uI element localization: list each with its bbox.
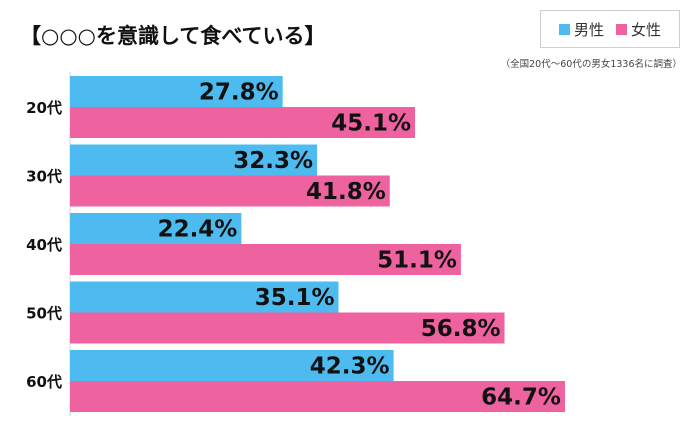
legend-swatch-male [558,23,570,35]
bar-male [70,76,283,107]
category-label: 60代 [26,373,62,391]
bar-male [70,213,242,244]
data-label-female: 51.1% [377,248,457,274]
category-label: 30代 [26,168,62,186]
data-label-male: 27.8% [199,80,279,106]
category-label: 50代 [26,305,62,323]
bar-female [70,107,416,138]
bar-male [70,144,318,176]
data-label-male: 42.3% [310,354,390,380]
category-label: 40代 [26,236,62,254]
data-label-male: 32.3% [233,148,313,174]
legend-item-female: 女性 [616,19,661,40]
data-label-female: 64.7% [481,385,561,411]
survey-note: （全国20代～60代の男女1336名に調査） [500,59,682,70]
legend-label-male: 男性 [573,20,604,39]
data-label-female: 45.1% [331,111,411,137]
bar-female [70,244,461,275]
chart-title: 【○○○を意識して食べている】 [20,24,326,48]
category-label: 20代 [26,99,62,117]
bar-male [70,281,339,313]
bar-female [70,312,505,344]
legend-label-female: 女性 [631,20,662,39]
bar-male [70,350,394,381]
data-label-male: 35.1% [255,285,335,311]
bar-female [70,175,390,207]
legend: 男性 女性 [540,10,680,48]
bar-female [70,381,565,412]
data-label-male: 22.4% [158,217,238,243]
data-label-female: 41.8% [306,179,386,205]
legend-item-male: 男性 [558,19,604,40]
data-label-female: 56.8% [421,316,501,342]
legend-swatch-female [616,23,627,35]
